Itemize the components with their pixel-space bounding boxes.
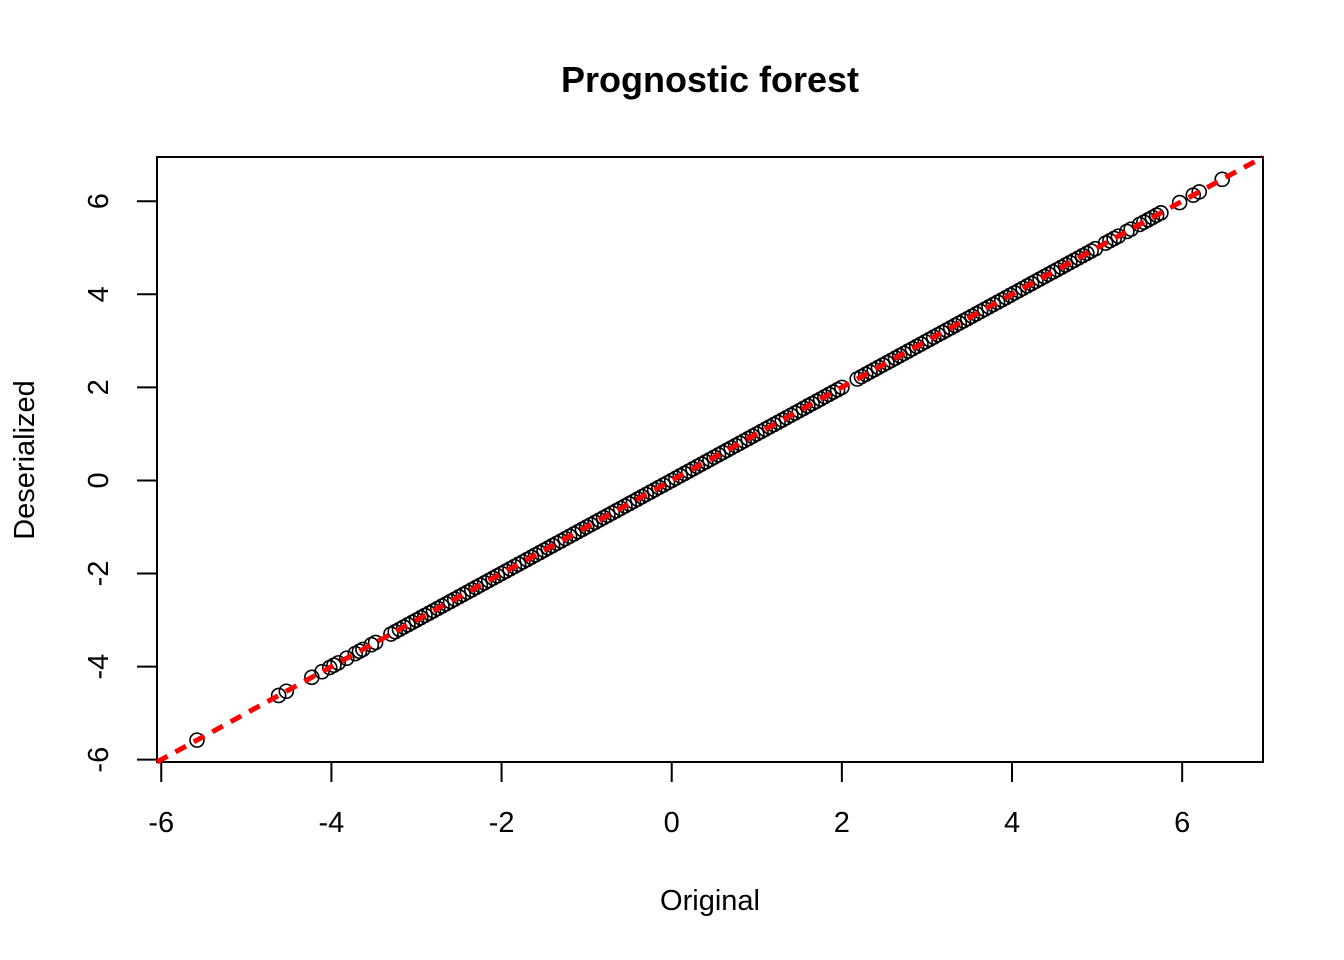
x-axis: -6 -4 -2 0 2 4 6: [148, 761, 1190, 839]
data-point: [1110, 228, 1127, 244]
data-point: [355, 641, 371, 658]
x-tick-label: -4: [319, 807, 345, 839]
y-tick-label: -6: [83, 747, 115, 773]
x-tick-label: 2: [834, 807, 850, 839]
x-tick-label: -6: [148, 807, 174, 839]
data-points: [189, 171, 1230, 748]
x-tick-label: -2: [489, 807, 515, 839]
data-point: [1123, 221, 1139, 237]
x-tick-label: 6: [1174, 807, 1190, 839]
y-axis-label: Deserialized: [9, 380, 41, 540]
data-point: [1171, 194, 1188, 211]
data-point: [1214, 171, 1230, 188]
x-tick-label: 4: [1004, 807, 1020, 839]
y-tick-label: 2: [83, 379, 115, 395]
x-tick-label: 0: [664, 807, 680, 839]
y-axis: -6 -4 -2 0 2 4 6: [83, 193, 158, 773]
data-point: [834, 379, 850, 396]
y-tick-label: 6: [83, 193, 115, 209]
y-tick-label: 0: [83, 472, 115, 488]
reference-line: [155, 154, 1265, 765]
y-tick-label: -4: [83, 654, 115, 680]
data-point: [367, 634, 384, 651]
data-point: [351, 643, 368, 660]
data-point: [189, 732, 205, 748]
y-tick-label: -2: [83, 561, 115, 587]
y-tick-label: 4: [83, 286, 115, 302]
data-point: [330, 655, 347, 671]
data-point: [338, 650, 355, 667]
data-point: [314, 663, 330, 680]
data-point: [1153, 205, 1169, 221]
data-point: [278, 683, 295, 700]
data-point: [1191, 184, 1207, 200]
reference-line-group: [155, 154, 1265, 765]
chart-title: Prognostic forest: [561, 59, 859, 100]
x-axis-label: Original: [660, 885, 760, 917]
data-point: [270, 687, 287, 704]
